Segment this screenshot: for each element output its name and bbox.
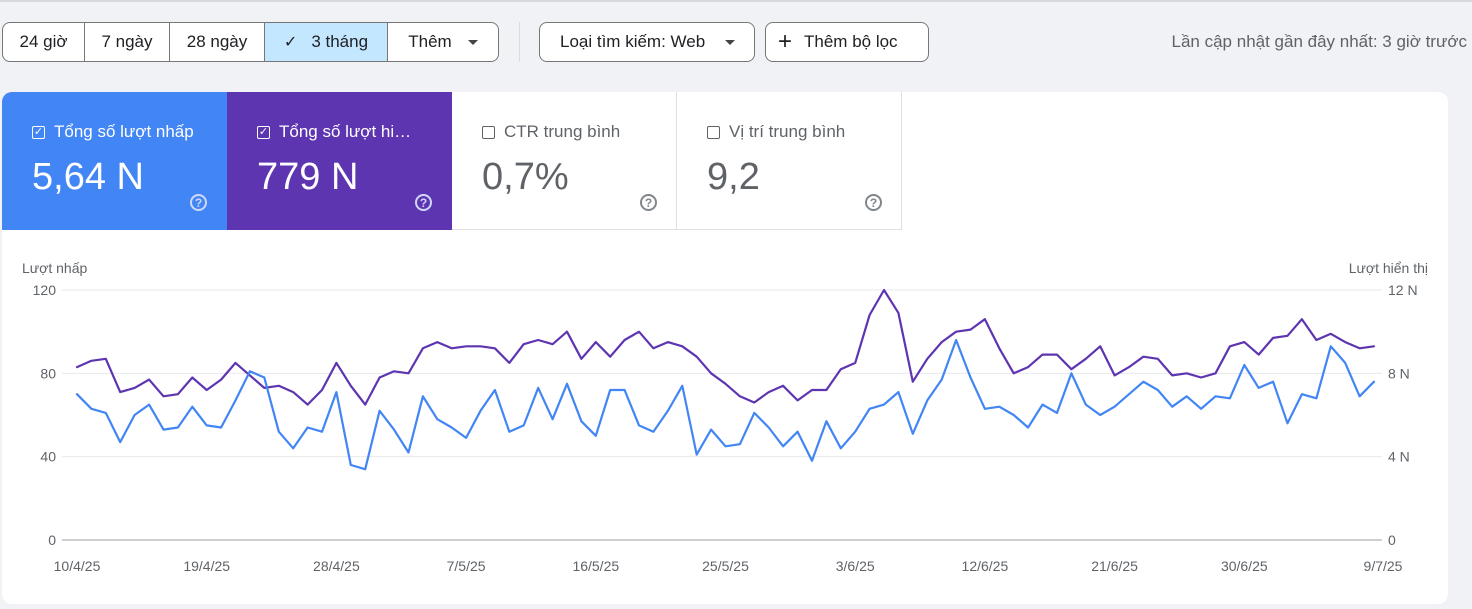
help-icon[interactable]: ? (190, 194, 207, 211)
x-axis-tick-label: 10/4/25 (54, 558, 101, 574)
dropdown-arrow-icon (467, 39, 478, 45)
add-filter-label: Thêm bộ lọc (804, 32, 898, 51)
x-axis-tick-label: 16/5/25 (572, 558, 619, 574)
left-axis-tick-label: 80 (40, 365, 56, 381)
metric-label-row: Vị trí trung bình (707, 122, 845, 142)
metric-tile-impressions[interactable]: ✓ Tổng số lượt hiển thị 779 N ? (227, 92, 452, 230)
metric-tile-clicks[interactable]: ✓ Tổng số lượt nhấp 5,64 N ? (2, 92, 227, 230)
help-icon[interactable]: ? (640, 194, 657, 211)
range-3m-option[interactable]: ✓ 3 tháng (265, 23, 388, 61)
metric-value: 9,2 (707, 156, 760, 198)
impressions-series-line (75, 288, 1376, 406)
x-axis-tick-label: 12/6/25 (962, 558, 1009, 574)
left-axis-tick-label: 120 (33, 282, 57, 298)
x-axis-tick-label: 30/6/25 (1221, 558, 1268, 574)
search-type-label: Loại tìm kiếm: Web (560, 32, 706, 51)
x-axis-tick-label: 25/5/25 (702, 558, 749, 574)
left-axis-tick-label: 0 (48, 532, 56, 548)
right-axis-tick-label: 4 N (1388, 449, 1410, 465)
checkbox-unchecked-icon[interactable] (482, 125, 495, 139)
metric-label: CTR trung bình (504, 122, 621, 141)
time-range-selector: 24 giờ 7 ngày 28 ngày ✓ 3 tháng Thêm (2, 22, 499, 62)
add-filter-button[interactable]: + Thêm bộ lọc (765, 22, 929, 62)
x-axis-tick-label: 28/4/25 (313, 558, 360, 574)
plus-icon: + (778, 28, 793, 55)
x-axis-tick-label: 19/4/25 (183, 558, 230, 574)
range-28d-option[interactable]: 28 ngày (170, 23, 265, 61)
right-axis-tick-label: 0 (1388, 532, 1396, 548)
x-axis-tick-label: 3/6/25 (836, 558, 875, 574)
help-icon[interactable]: ? (865, 194, 882, 211)
range-3m-label: 3 tháng (311, 32, 369, 51)
x-axis-tick-label: 7/5/25 (447, 558, 486, 574)
performance-card: ✓ Tổng số lượt nhấp 5,64 N ? ✓ Tổng số l… (2, 92, 1448, 604)
left-axis-title: Lượt nhấp (22, 260, 87, 276)
performance-chart[interactable]: 0 0 40 4 N 80 8 N 120 12 N Lượt nhấp Lượt hiển th… (2, 92, 1448, 604)
checkbox-checked-icon[interactable]: ✓ (257, 125, 270, 139)
toolbar-separator (519, 22, 520, 62)
metric-value: 779 N (257, 156, 359, 198)
checkbox-checked-icon[interactable]: ✓ (32, 125, 45, 139)
top-divider (0, 0, 1472, 2)
metric-label: Vị trí trung bình (729, 122, 846, 141)
checkmark-icon: ✓ (283, 34, 298, 51)
metric-tile-ctr[interactable]: CTR trung bình 0,7% ? (452, 92, 677, 230)
clicks-series-line (75, 338, 1376, 471)
right-axis-tick-label: 12 N (1388, 282, 1418, 298)
metric-tile-position[interactable]: Vị trí trung bình 9,2 ? (677, 92, 902, 230)
metric-label-row: ✓ Tổng số lượt hiển thị (257, 122, 419, 142)
metric-value: 5,64 N (32, 156, 144, 198)
x-axis-tick-label: 9/7/25 (1364, 558, 1403, 574)
checkbox-unchecked-icon[interactable] (707, 125, 720, 139)
metric-label-row: CTR trung bình (482, 122, 620, 142)
search-type-dropdown[interactable]: Loại tìm kiếm: Web (539, 22, 755, 62)
metric-value: 0,7% (482, 156, 569, 198)
right-axis-tick-label: 8 N (1388, 365, 1410, 381)
dropdown-arrow-icon (725, 39, 736, 45)
help-icon[interactable]: ? (415, 194, 432, 211)
range-24h-option[interactable]: 24 giờ (3, 23, 85, 61)
x-axis-tick-label: 21/6/25 (1091, 558, 1138, 574)
metric-label-row: ✓ Tổng số lượt nhấp (32, 122, 194, 142)
range-7d-option[interactable]: 7 ngày (85, 23, 170, 61)
right-axis-title: Lượt hiển thị (1349, 260, 1428, 276)
more-ranges-dropdown[interactable]: Thêm (388, 23, 498, 61)
more-ranges-label: Thêm (408, 32, 452, 51)
left-axis-tick-label: 40 (40, 449, 56, 465)
metric-label: Tổng số lượt nhấp (54, 122, 194, 141)
last-updated-text: Lần cập nhật gần đây nhất: 3 giờ trước (1171, 32, 1467, 51)
